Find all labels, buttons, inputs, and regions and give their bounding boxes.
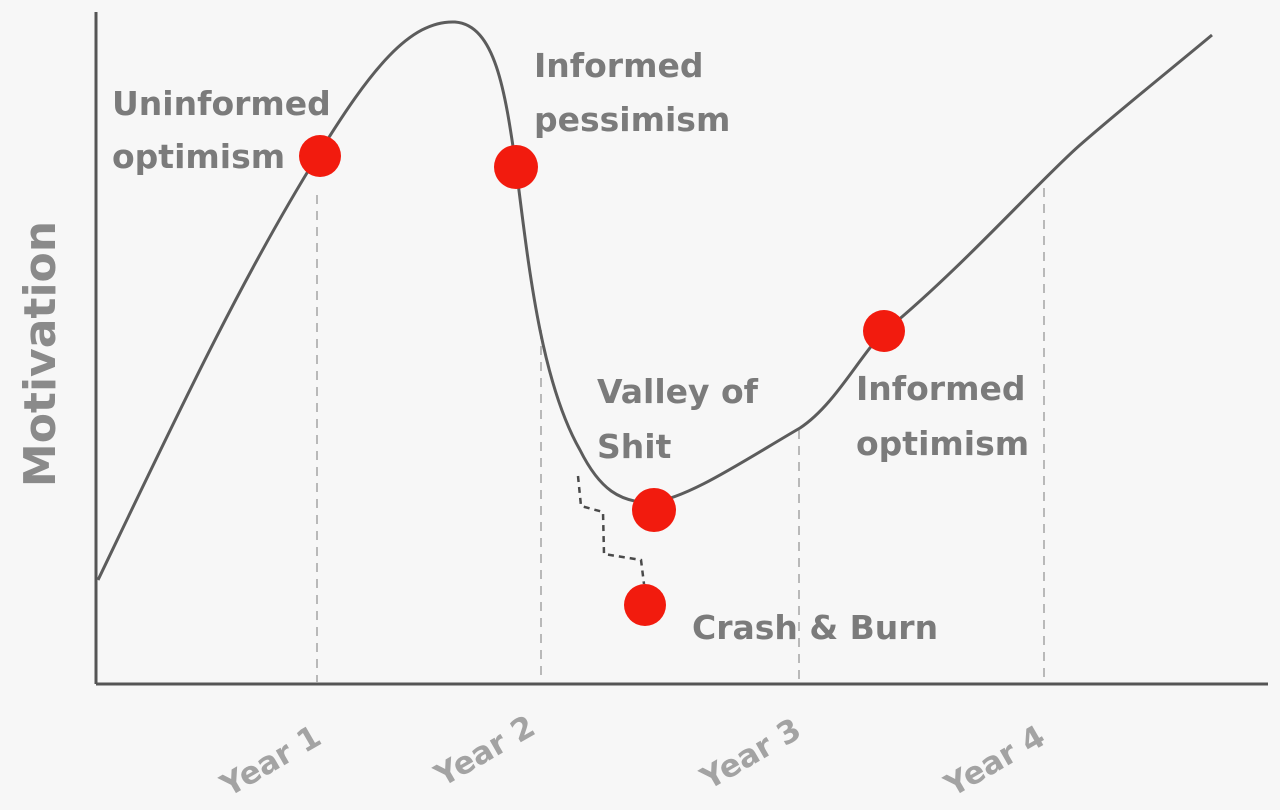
year-4-label: Year 4 [938, 718, 1051, 804]
informed-pessimism-point [494, 145, 538, 189]
valley-label: Valley of Shit [597, 372, 770, 466]
uninformed-optimism-point [299, 135, 341, 177]
year-1-label: Year 1 [214, 718, 327, 804]
informed-pessimism-label-line-2: pessimism [534, 100, 730, 139]
informed-pessimism-label: Informed pessimism [534, 46, 730, 139]
year-3-label: Year 3 [694, 711, 807, 797]
uninformed-optimism-label: Uninformed optimism [112, 84, 342, 176]
crash-and-burn-label: Crash & Burn [692, 608, 938, 647]
uninformed-optimism-label-line-1: Uninformed [112, 84, 331, 123]
year-2-label: Year 2 [428, 708, 541, 794]
informed-optimism-label: Informed optimism [856, 369, 1037, 463]
informed-optimism-point [863, 310, 905, 352]
valley-label-line-2: Shit [597, 427, 672, 466]
valley-point [632, 488, 676, 532]
informed-optimism-label-line-2: optimism [856, 424, 1029, 463]
valley-label-line-1: Valley of [597, 372, 759, 411]
informed-optimism-label-line-1: Informed [856, 369, 1025, 408]
crash-and-burn-point [624, 584, 666, 626]
uninformed-optimism-label-line-2: optimism [112, 137, 285, 176]
informed-pessimism-label-line-1: Informed [534, 46, 703, 85]
y-axis-title: Motivation [15, 221, 66, 487]
crash-and-burn-path [576, 475, 646, 585]
